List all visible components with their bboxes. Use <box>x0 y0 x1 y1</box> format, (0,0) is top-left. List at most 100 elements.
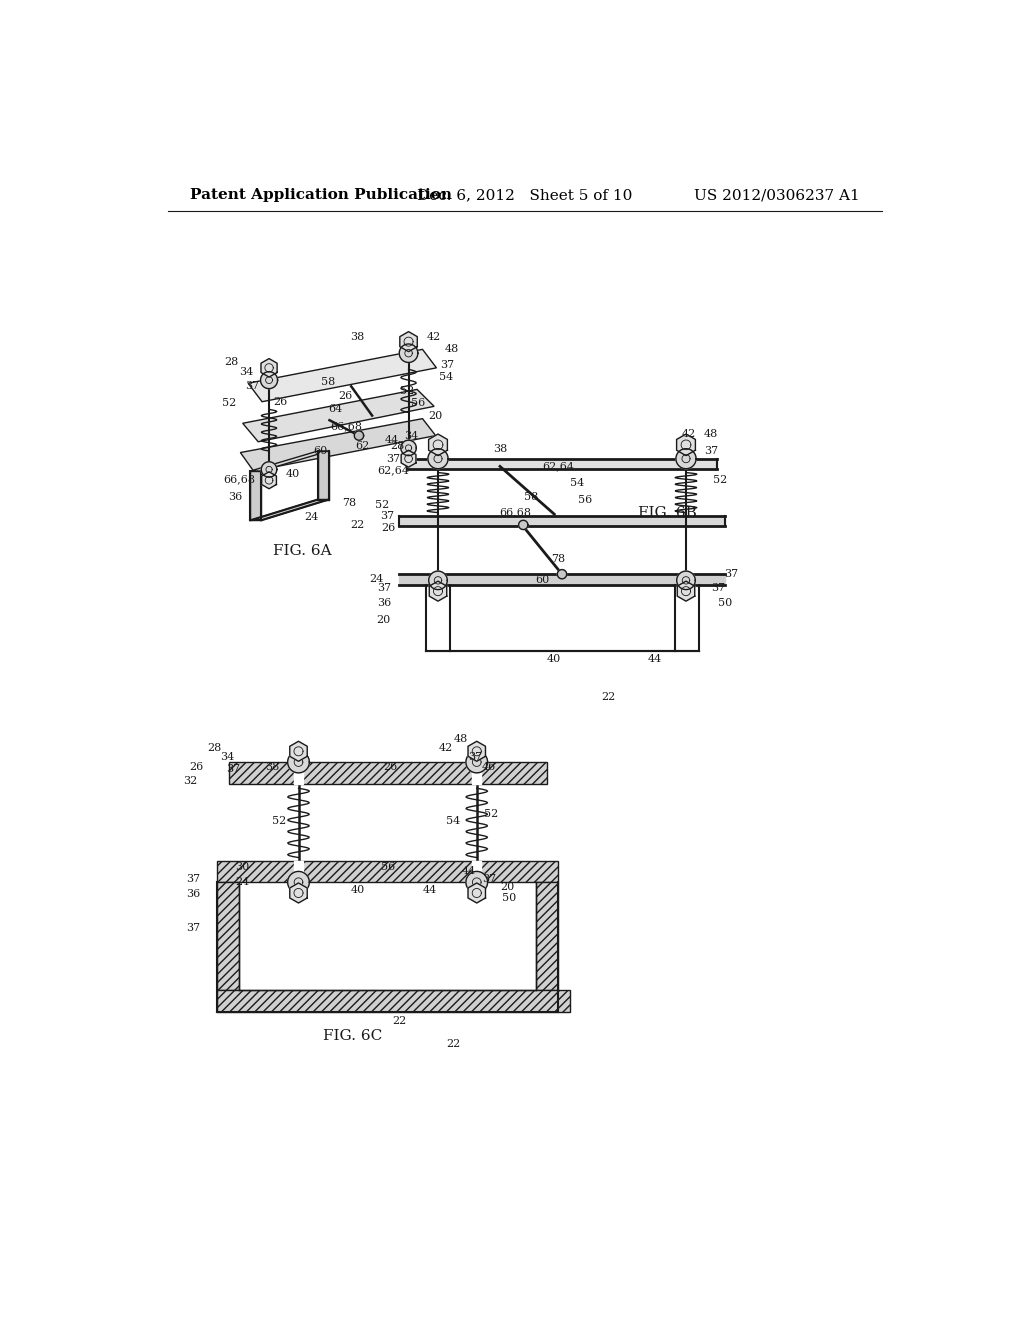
Text: 54: 54 <box>570 478 585 488</box>
Text: 26: 26 <box>383 762 397 772</box>
Text: 52: 52 <box>272 816 287 825</box>
Text: 58: 58 <box>524 492 539 502</box>
Polygon shape <box>466 751 487 772</box>
Text: 48: 48 <box>454 734 468 744</box>
Text: FIG. 6C: FIG. 6C <box>324 1030 382 1043</box>
Text: 20: 20 <box>501 882 515 892</box>
Polygon shape <box>557 570 566 578</box>
Text: 50: 50 <box>718 598 732 609</box>
Text: 20: 20 <box>377 615 391 626</box>
Polygon shape <box>248 350 436 401</box>
Text: 22: 22 <box>601 693 615 702</box>
Polygon shape <box>294 861 303 882</box>
Text: 42: 42 <box>682 429 696 440</box>
Text: 37: 37 <box>386 454 400 463</box>
Text: 40: 40 <box>286 469 300 479</box>
Polygon shape <box>429 434 447 455</box>
Text: 26: 26 <box>381 523 395 533</box>
Text: 37: 37 <box>380 511 394 520</box>
Text: 22: 22 <box>350 520 365 529</box>
Text: 52: 52 <box>483 809 498 820</box>
Polygon shape <box>399 331 417 351</box>
Text: 34: 34 <box>240 367 254 378</box>
Text: 28: 28 <box>224 356 239 367</box>
Text: 37: 37 <box>468 752 482 763</box>
Text: 26: 26 <box>338 391 352 400</box>
Text: 60: 60 <box>536 576 550 585</box>
Polygon shape <box>261 462 276 477</box>
Text: 52: 52 <box>400 385 414 396</box>
Polygon shape <box>399 574 725 585</box>
Polygon shape <box>468 742 485 762</box>
Text: 22: 22 <box>392 1016 407 1026</box>
Polygon shape <box>251 451 329 471</box>
Text: Patent Application Publication: Patent Application Publication <box>190 189 452 202</box>
Polygon shape <box>262 471 276 488</box>
Polygon shape <box>468 883 485 903</box>
Text: 44: 44 <box>384 436 398 445</box>
Text: 50: 50 <box>502 892 516 903</box>
Text: 37: 37 <box>712 583 726 593</box>
Bar <box>537 882 558 990</box>
Text: 40: 40 <box>350 884 365 895</box>
Polygon shape <box>290 742 307 762</box>
Text: 37: 37 <box>482 874 497 884</box>
Bar <box>228 762 547 784</box>
Text: 20: 20 <box>429 411 442 421</box>
Polygon shape <box>677 572 695 590</box>
Polygon shape <box>294 762 303 784</box>
Text: 56: 56 <box>381 862 395 871</box>
Text: 44: 44 <box>462 866 476 876</box>
Polygon shape <box>251 471 261 520</box>
Text: FIG. 6A: FIG. 6A <box>273 544 332 558</box>
Polygon shape <box>472 762 481 784</box>
Polygon shape <box>290 883 307 903</box>
Text: 38: 38 <box>350 333 365 342</box>
Text: 22: 22 <box>446 1039 461 1049</box>
Bar <box>217 861 558 882</box>
Polygon shape <box>428 449 449 469</box>
Text: 37: 37 <box>377 583 391 593</box>
Text: 42: 42 <box>426 333 440 342</box>
Text: 48: 48 <box>703 429 718 440</box>
Polygon shape <box>518 520 528 529</box>
Polygon shape <box>677 581 694 601</box>
Text: 30: 30 <box>236 862 250 871</box>
Text: 26: 26 <box>189 762 204 772</box>
Text: 36: 36 <box>227 492 242 502</box>
Text: 26: 26 <box>272 397 287 407</box>
Text: 37: 37 <box>245 380 259 391</box>
Polygon shape <box>317 451 329 499</box>
Text: US 2012/0306237 A1: US 2012/0306237 A1 <box>694 189 859 202</box>
Text: 78: 78 <box>551 554 565 564</box>
Polygon shape <box>472 861 481 882</box>
Text: 56: 56 <box>412 399 426 408</box>
Bar <box>217 990 569 1011</box>
Polygon shape <box>251 499 329 520</box>
Text: 24: 24 <box>236 878 250 887</box>
Polygon shape <box>243 389 434 442</box>
Text: 37: 37 <box>440 360 455 370</box>
Text: 48: 48 <box>444 345 459 354</box>
Polygon shape <box>400 441 417 455</box>
Text: 60: 60 <box>313 446 328 455</box>
Text: 66,68: 66,68 <box>500 508 531 517</box>
Text: 44: 44 <box>648 653 663 664</box>
Text: 34: 34 <box>220 752 234 763</box>
Polygon shape <box>466 871 487 892</box>
Bar <box>217 882 239 990</box>
Text: 37: 37 <box>724 569 738 579</box>
Text: 56: 56 <box>579 495 592 506</box>
Text: 54: 54 <box>446 816 461 825</box>
Polygon shape <box>677 434 695 455</box>
Text: 62,64: 62,64 <box>377 465 409 475</box>
Polygon shape <box>288 751 309 772</box>
Polygon shape <box>241 418 435 471</box>
Text: 54: 54 <box>438 372 453 381</box>
Text: 42: 42 <box>438 743 453 754</box>
Text: 78: 78 <box>343 499 356 508</box>
Polygon shape <box>429 581 446 601</box>
Text: 37: 37 <box>186 924 200 933</box>
Polygon shape <box>260 372 278 388</box>
Text: 37: 37 <box>703 446 718 455</box>
